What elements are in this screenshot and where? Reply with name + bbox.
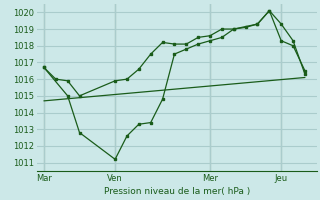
X-axis label: Pression niveau de la mer( hPa ): Pression niveau de la mer( hPa ) [104, 187, 250, 196]
